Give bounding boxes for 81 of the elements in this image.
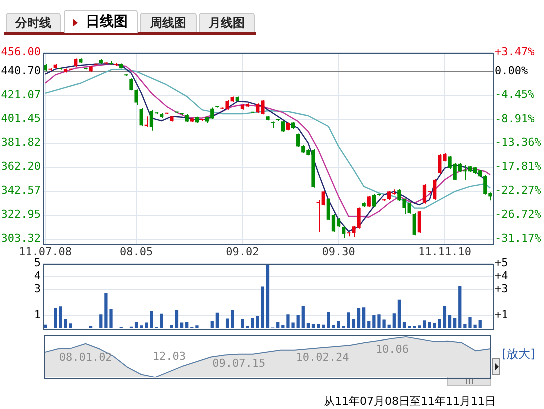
text: 分时线 (16, 16, 52, 30)
bar (160, 314, 164, 328)
bar (145, 322, 148, 328)
bar (392, 314, 396, 328)
y-tick-label: 4 (34, 269, 42, 282)
text: [放大] (502, 346, 536, 363)
candlestick (418, 210, 422, 234)
candlestick (372, 194, 376, 208)
y2-tick-label: +3.47% (495, 46, 536, 59)
bar (448, 315, 452, 328)
candlestick (412, 212, 416, 236)
text: 周线图 (150, 16, 186, 30)
y2-tick-label: -17.81% (495, 160, 542, 174)
candlestick (130, 78, 134, 92)
bar (458, 286, 462, 328)
bar (261, 286, 265, 328)
candlestick (342, 226, 346, 239)
y2-tick-label: +5 (495, 256, 508, 270)
x-tick-label: 11.07.08 (19, 245, 72, 258)
bar (256, 316, 260, 328)
y-tick-label: 401.45 (1, 112, 41, 126)
y-tick-label: 1 (34, 308, 41, 322)
candlestick (134, 89, 138, 106)
y-tick-label: 381.82 (1, 136, 41, 150)
bar (251, 318, 254, 328)
y-tick-label: 440.70 (1, 64, 41, 78)
y-tick-label: 303.32 (1, 232, 41, 246)
bar (347, 312, 350, 328)
bar (362, 308, 366, 328)
x-tick-label: 12.03 (152, 350, 186, 364)
bar (302, 306, 305, 328)
text: 日线图 (86, 14, 128, 30)
y2-tick-label: +3 (495, 282, 508, 296)
y-tick-label: 322.95 (1, 208, 41, 222)
y2-tick-label: +1 (495, 308, 508, 322)
x-tick-label: 08.01.02 (59, 350, 112, 364)
y2-tick-label: -22.27% (495, 184, 542, 198)
y-tick-label: 362.20 (1, 160, 41, 174)
y-tick-label: 456.00 (1, 46, 41, 59)
bar (443, 306, 447, 328)
bar (54, 308, 58, 328)
bar (196, 326, 199, 328)
y-tick-label: 342.57 (1, 184, 41, 198)
y-tick-label: 5 (34, 256, 41, 270)
bar (357, 308, 361, 328)
text: 从11年07月08日至11年11月11日 (324, 394, 496, 409)
y2-tick-label: -4.45% (495, 88, 536, 102)
candlestick (281, 120, 285, 133)
x-tick-label: 09.07.15 (212, 357, 266, 370)
y-tick-label: 421.07 (1, 88, 41, 102)
bar (100, 314, 103, 328)
text: 月线图 (209, 16, 245, 30)
x-tick-label: 11.11.10 (418, 245, 472, 258)
y2-tick-label: 0.00% (495, 64, 528, 78)
bar (266, 264, 270, 328)
bar (216, 312, 220, 328)
bar (226, 318, 230, 328)
y2-tick-label: -8.91% (495, 112, 536, 126)
x-tick-label: 10.06 (376, 342, 409, 356)
bar (327, 312, 330, 328)
bar (175, 310, 179, 328)
y2-tick-label: +4 (495, 269, 509, 282)
y2-tick-label: -13.36% (495, 136, 542, 150)
y2-tick-label: -26.72% (495, 208, 542, 222)
bar (231, 310, 234, 328)
x-tick-label: 08.05 (120, 245, 154, 258)
bar (433, 323, 436, 328)
candlestick (140, 108, 144, 127)
y-tick-label: 3 (34, 282, 41, 296)
y2-tick-label: -31.17% (495, 232, 542, 246)
x-tick-label: 09.02 (226, 245, 260, 258)
bar (398, 300, 402, 328)
x-tick-label: 09.30 (322, 245, 356, 258)
bar (296, 315, 300, 328)
candlestick (367, 196, 371, 208)
bar (306, 323, 310, 328)
x-tick-label: 10.02.24 (296, 350, 350, 364)
bar (180, 322, 184, 328)
bar (454, 318, 457, 328)
bar (438, 319, 442, 328)
bar (372, 315, 376, 328)
